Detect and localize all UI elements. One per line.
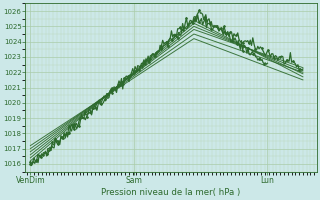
X-axis label: Pression niveau de la mer( hPa ): Pression niveau de la mer( hPa )	[101, 188, 240, 197]
